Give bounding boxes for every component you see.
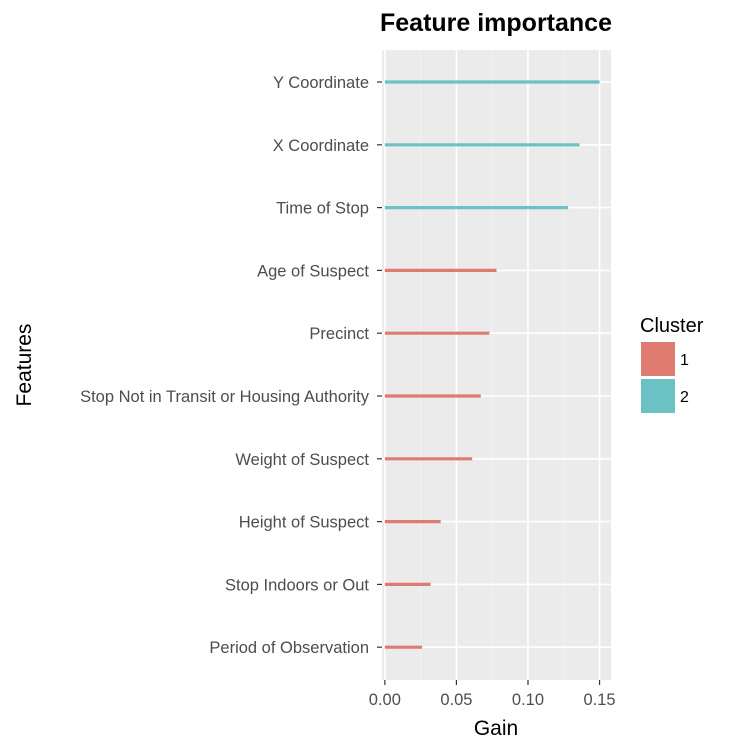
legend: Cluster 1 2 <box>640 315 704 413</box>
y-tick-label: Age of Suspect <box>257 262 369 280</box>
legend-key <box>641 342 675 376</box>
plot-panel <box>382 50 611 680</box>
y-tick-label: Precinct <box>309 325 369 343</box>
x-axis-title: Gain <box>474 717 518 740</box>
x-tick-label: 0.00 <box>369 691 401 709</box>
y-tick-label: Period of Observation <box>209 639 369 657</box>
x-tick-label: 0.05 <box>440 691 472 709</box>
legend-key <box>641 379 675 413</box>
x-tick-label: 0.10 <box>512 691 544 709</box>
y-axis: Y Coordinate X Coordinate Time of Stop Age … <box>80 74 382 657</box>
chart-title: Feature importance <box>380 9 612 37</box>
y-tick-label: Time of Stop <box>276 200 369 218</box>
y-axis-title: Features <box>13 324 36 407</box>
x-axis: 0.00 0.05 0.10 0.15 <box>369 680 616 709</box>
y-tick-label: Stop Not in Transit or Housing Authority <box>80 388 370 406</box>
y-tick-label: Height of Suspect <box>239 514 370 532</box>
y-tick-label: Stop Indoors or Out <box>225 576 369 594</box>
y-tick-label: Weight of Suspect <box>235 451 369 469</box>
y-tick-label: Y Coordinate <box>273 74 369 92</box>
y-tick-label: X Coordinate <box>273 137 369 155</box>
legend-title: Cluster <box>640 315 704 337</box>
legend-label: 1 <box>680 352 689 369</box>
bars <box>384 80 600 649</box>
x-tick-label: 0.15 <box>583 691 615 709</box>
legend-label: 2 <box>680 389 689 406</box>
